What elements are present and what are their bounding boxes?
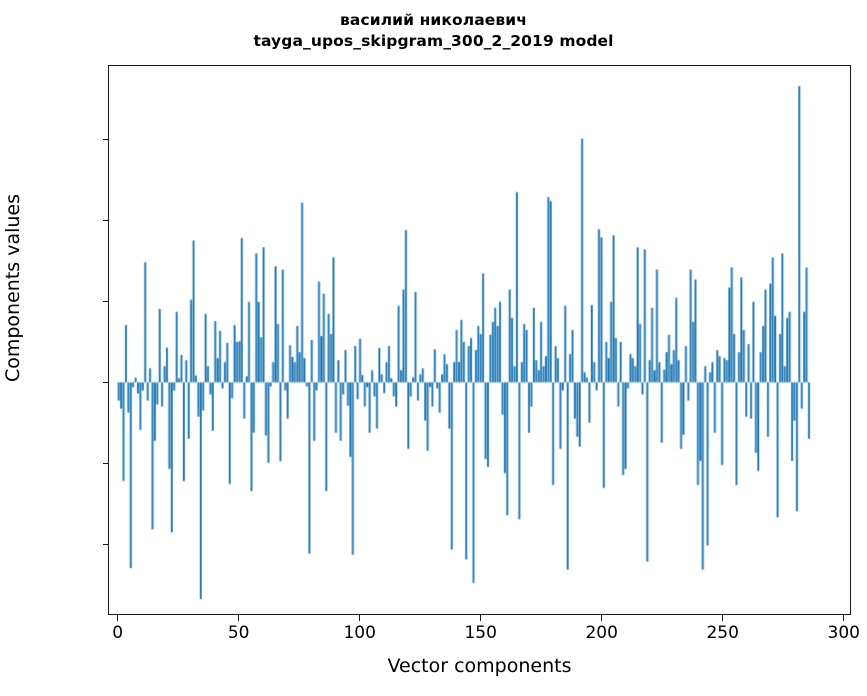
plot-area (108, 65, 851, 615)
chart-title-line-1: василий николаевич (340, 11, 527, 29)
bar-series-canvas (109, 66, 850, 614)
y-tick-mark (102, 543, 108, 545)
x-tick-mark (722, 615, 724, 621)
x-tick-label: 0 (112, 623, 124, 643)
y-tick-mark (102, 139, 108, 141)
x-tick-label: 100 (343, 623, 376, 643)
y-tick-mark (102, 462, 108, 464)
x-tick-label: 200 (585, 623, 618, 643)
x-tick-mark (601, 615, 603, 621)
x-tick-mark (117, 615, 119, 621)
x-tick-label: 150 (464, 623, 497, 643)
x-tick-label: 250 (706, 623, 739, 643)
y-axis-label: Components values (2, 193, 24, 383)
chart-title: василий николаевич tayga_upos_skipgram_3… (0, 10, 867, 52)
y-tick-mark (102, 300, 108, 303)
y-tick-mark (102, 220, 108, 222)
x-tick-mark (359, 615, 361, 621)
chart-title-line-2: tayga_upos_skipgram_300_2_2019 model (253, 32, 614, 50)
y-tick-mark (102, 381, 108, 384)
x-tick-mark (843, 615, 845, 621)
x-tick-mark (238, 615, 240, 621)
x-tick-mark (480, 615, 482, 621)
x-tick-label: 300 (827, 623, 860, 643)
x-tick-label: 50 (227, 623, 250, 643)
x-axis-label: Vector components (387, 655, 572, 677)
